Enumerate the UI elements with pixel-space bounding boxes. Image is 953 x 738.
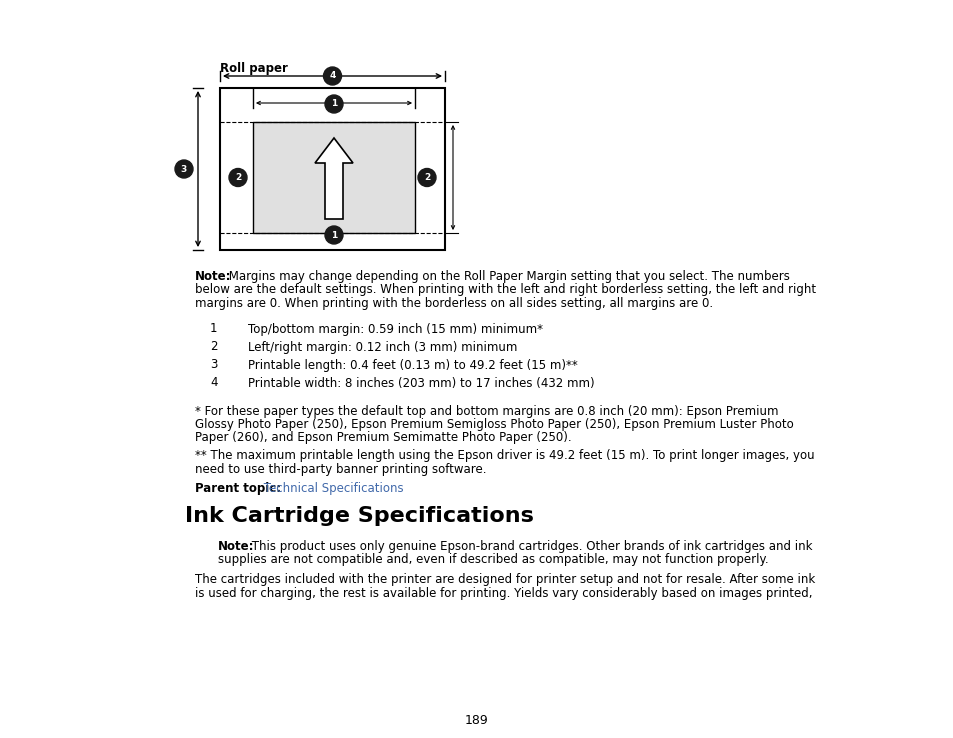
Text: Glossy Photo Paper (250), Epson Premium Semigloss Photo Paper (250), Epson Premi: Glossy Photo Paper (250), Epson Premium … (194, 418, 793, 431)
Text: Top/bottom margin: 0.59 inch (15 mm) minimum*: Top/bottom margin: 0.59 inch (15 mm) min… (248, 323, 542, 336)
Text: Left/right margin: 0.12 inch (3 mm) minimum: Left/right margin: 0.12 inch (3 mm) mini… (248, 340, 517, 354)
Text: 2: 2 (210, 340, 217, 354)
Text: below are the default settings. When printing with the left and right borderless: below are the default settings. When pri… (194, 283, 815, 297)
Circle shape (325, 226, 343, 244)
Text: This product uses only genuine Epson-brand cartridges. Other brands of ink cartr: This product uses only genuine Epson-bra… (248, 540, 812, 553)
Text: 1: 1 (210, 323, 217, 336)
Text: 2: 2 (234, 173, 241, 182)
Text: 4: 4 (329, 72, 335, 80)
Text: * For these paper types the default top and bottom margins are 0.8 inch (20 mm):: * For these paper types the default top … (194, 404, 778, 418)
Circle shape (323, 67, 341, 85)
Text: 1: 1 (331, 100, 336, 108)
Text: Margins may change depending on the Roll Paper Margin setting that you select. T: Margins may change depending on the Roll… (225, 270, 789, 283)
Text: Printable width: 8 inches (203 mm) to 17 inches (432 mm): Printable width: 8 inches (203 mm) to 17… (248, 376, 594, 390)
Text: Printable length: 0.4 feet (0.13 m) to 49.2 feet (15 m)**: Printable length: 0.4 feet (0.13 m) to 4… (248, 359, 578, 371)
Text: ** The maximum printable length using the Epson driver is 49.2 feet (15 m). To p: ** The maximum printable length using th… (194, 449, 814, 462)
Circle shape (325, 95, 343, 113)
Text: is used for charging, the rest is available for printing. Yields vary considerab: is used for charging, the rest is availa… (194, 587, 812, 599)
Bar (220, 88, 444, 250)
Bar (253, 122, 415, 233)
Text: 3: 3 (210, 359, 217, 371)
Text: Technical Specifications: Technical Specifications (260, 482, 403, 495)
Text: Ink Cartridge Specifications: Ink Cartridge Specifications (185, 506, 534, 526)
Circle shape (417, 168, 436, 187)
Text: The cartridges included with the printer are designed for printer setup and not : The cartridges included with the printer… (194, 573, 815, 586)
Circle shape (174, 160, 193, 178)
Text: Note:: Note: (194, 270, 232, 283)
FancyArrow shape (314, 138, 353, 219)
Text: need to use third-party banner printing software.: need to use third-party banner printing … (194, 463, 486, 475)
Text: 4: 4 (210, 376, 217, 390)
Text: Parent topic:: Parent topic: (194, 482, 281, 495)
Text: margins are 0. When printing with the borderless on all sides setting, all margi: margins are 0. When printing with the bo… (194, 297, 713, 310)
Text: Roll paper: Roll paper (220, 62, 288, 75)
Text: Note:: Note: (218, 540, 254, 553)
Text: 2: 2 (423, 173, 430, 182)
Text: 189: 189 (465, 714, 488, 727)
Text: supplies are not compatible and, even if described as compatible, may not functi: supplies are not compatible and, even if… (218, 554, 768, 567)
Text: Paper (260), and Epson Premium Semimatte Photo Paper (250).: Paper (260), and Epson Premium Semimatte… (194, 432, 571, 444)
Circle shape (229, 168, 247, 187)
Text: 3: 3 (181, 165, 187, 173)
Text: 1: 1 (331, 230, 336, 240)
